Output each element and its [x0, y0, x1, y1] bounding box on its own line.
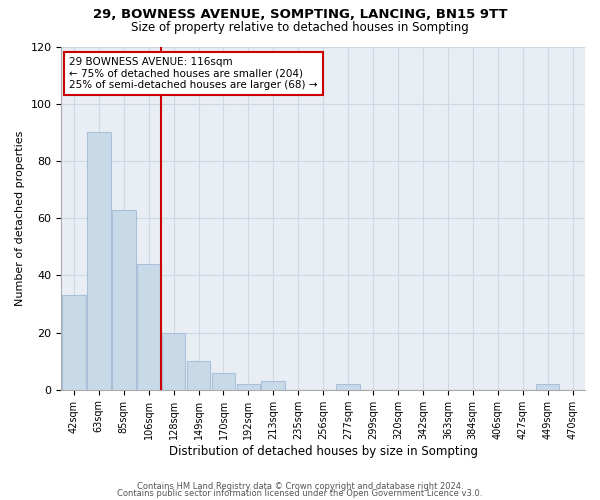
Bar — [112, 210, 136, 390]
Text: Contains public sector information licensed under the Open Government Licence v3: Contains public sector information licen… — [118, 489, 482, 498]
Bar — [187, 361, 211, 390]
Text: 29 BOWNESS AVENUE: 116sqm
← 75% of detached houses are smaller (204)
25% of semi: 29 BOWNESS AVENUE: 116sqm ← 75% of detac… — [69, 57, 318, 90]
Y-axis label: Number of detached properties: Number of detached properties — [15, 130, 25, 306]
Bar — [137, 264, 161, 390]
Bar — [212, 372, 235, 390]
Bar — [262, 381, 285, 390]
Bar — [336, 384, 360, 390]
Bar — [236, 384, 260, 390]
Bar — [162, 332, 185, 390]
X-axis label: Distribution of detached houses by size in Sompting: Distribution of detached houses by size … — [169, 444, 478, 458]
Text: 29, BOWNESS AVENUE, SOMPTING, LANCING, BN15 9TT: 29, BOWNESS AVENUE, SOMPTING, LANCING, B… — [93, 8, 507, 20]
Text: Size of property relative to detached houses in Sompting: Size of property relative to detached ho… — [131, 21, 469, 34]
Bar — [87, 132, 110, 390]
Bar — [62, 296, 86, 390]
Text: Contains HM Land Registry data © Crown copyright and database right 2024.: Contains HM Land Registry data © Crown c… — [137, 482, 463, 491]
Bar — [536, 384, 559, 390]
